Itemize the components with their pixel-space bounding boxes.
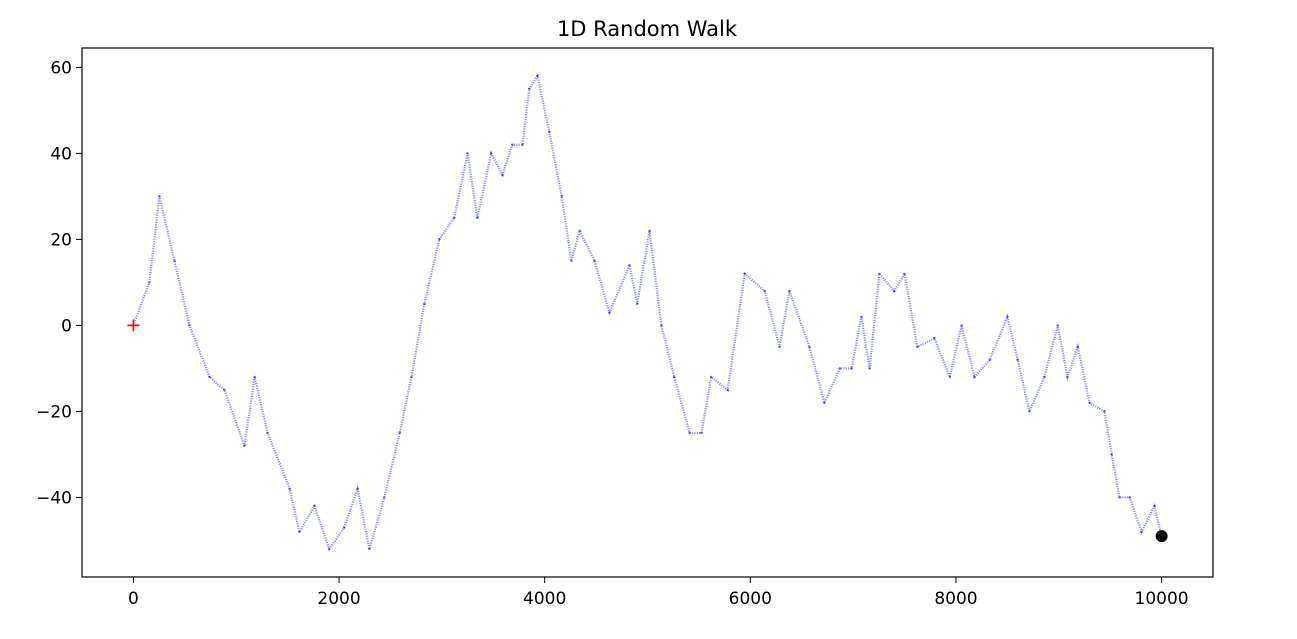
walk-point: [628, 263, 631, 267]
x-tick-label: 0: [128, 589, 139, 609]
walk-point: [560, 195, 563, 198]
walk-point: [1016, 358, 1019, 362]
walk-point: [726, 388, 729, 392]
y-tick-label: 40: [50, 144, 72, 164]
walk-point: [208, 375, 211, 379]
walk-point: [383, 496, 386, 499]
walk-point: [868, 367, 871, 370]
walk-point: [838, 367, 841, 370]
walk-point: [788, 289, 791, 293]
walk-point: [933, 337, 936, 340]
walk-point: [710, 375, 713, 379]
walk-point: [1103, 410, 1106, 413]
walk-point: [648, 229, 651, 232]
walk-point: [328, 547, 331, 551]
walk-point: [548, 130, 551, 134]
walk-point: [1006, 315, 1009, 319]
end-marker: [1155, 530, 1168, 543]
walk-point: [570, 259, 573, 263]
walk-point: [298, 530, 301, 534]
walk-point: [850, 367, 853, 370]
walk-point: [528, 87, 531, 91]
walk-point: [688, 431, 691, 435]
walk-point: [410, 375, 413, 379]
y-tick-label: 60: [50, 58, 72, 78]
y-tick-label: −20: [36, 402, 72, 422]
walk-point: [1110, 453, 1113, 456]
walk-point: [536, 74, 539, 78]
walk-point: [466, 152, 469, 155]
y-tick-label: −40: [36, 488, 72, 508]
walk-point: [453, 216, 456, 220]
walk-point: [878, 272, 881, 275]
y-tick-label: 20: [50, 230, 72, 250]
walk-point: [158, 195, 161, 198]
walk-point: [288, 487, 291, 491]
walk-point: [808, 345, 811, 349]
walk-point: [578, 229, 581, 232]
walk-point: [1076, 345, 1079, 349]
walk-point: [1140, 530, 1143, 534]
walk-point: [636, 302, 639, 306]
walk-point: [438, 238, 441, 241]
walk-point: [490, 152, 493, 155]
walk-series-line: [132, 73, 1163, 552]
walk-point: [660, 324, 663, 327]
start-marker-plus-icon: [127, 319, 140, 332]
walk-point: [501, 173, 504, 177]
walk-point: [1043, 375, 1046, 379]
walk-point: [188, 324, 191, 327]
walk-point: [988, 358, 992, 362]
walk-point: [313, 504, 316, 508]
y-tick-label: 0: [61, 316, 72, 336]
walk-point: [1088, 401, 1091, 405]
walk-point: [1056, 324, 1059, 327]
walk-point: [342, 526, 346, 529]
x-tick-label: 2000: [317, 589, 360, 609]
walk-point: [1153, 504, 1156, 508]
walk-point: [743, 272, 746, 275]
walk-point: [511, 143, 514, 146]
walk-point: [608, 311, 611, 314]
walk-point: [823, 401, 826, 405]
walk-point: [521, 143, 524, 146]
walk-point: [973, 375, 976, 379]
walk-point: [778, 345, 781, 349]
walk-point: [356, 487, 359, 491]
walk-point: [368, 547, 371, 551]
walk-point: [893, 289, 896, 293]
walk-point: [948, 375, 951, 379]
walk-point: [860, 315, 863, 319]
walk-point: [700, 431, 703, 435]
walk-point: [253, 375, 256, 379]
walk-point: [243, 444, 246, 448]
plot-frame: [81, 47, 1214, 578]
walk-point: [960, 324, 963, 327]
x-tick-label: 10000: [1135, 589, 1189, 609]
x-tick-label: 8000: [934, 589, 977, 609]
walk-point: [1128, 496, 1131, 499]
walk-point: [398, 431, 401, 435]
walk-point: [476, 216, 479, 220]
walk-point: [1118, 496, 1121, 499]
walk-point: [916, 345, 919, 349]
walk-point: [593, 259, 596, 263]
walk-point: [1066, 375, 1069, 379]
walk-point: [903, 272, 906, 275]
x-tick-label: 4000: [523, 589, 566, 609]
walk-point: [148, 281, 151, 284]
walk-point: [223, 388, 226, 392]
walk-point: [173, 259, 176, 263]
walk-point: [1028, 410, 1031, 413]
x-tick-label: 6000: [729, 589, 772, 609]
walk-point: [266, 431, 269, 435]
walk-point: [423, 302, 426, 306]
chart-title: 1D Random Walk: [557, 17, 738, 41]
walk-point: [763, 289, 766, 293]
walk-point: [673, 375, 676, 379]
